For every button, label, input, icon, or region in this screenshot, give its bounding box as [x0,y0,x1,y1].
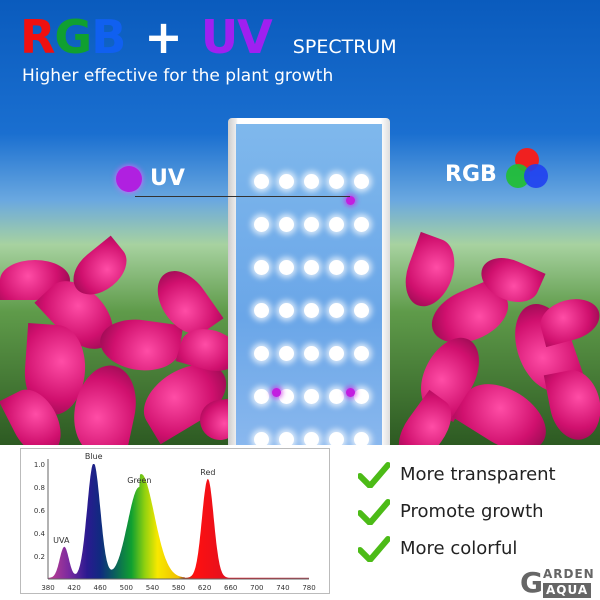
led-light [254,303,269,318]
headline-letter: R [20,10,55,64]
led-light [279,260,294,275]
y-tick-label: 0.4 [34,530,46,538]
peak-label: UVA [53,536,70,545]
rgb-circles-icon [506,148,548,188]
spectrum-chart: 380 420 460 500 540 580 620 660 700 740 780 0.2 0.4 0… [20,448,330,594]
x-tick-label: 380 [41,584,54,592]
x-tick-label: 660 [224,584,237,592]
headline: RGB + UV SPECTRUM [20,14,397,60]
x-tick-label: 620 [198,584,211,592]
feature-item: More colorful [358,530,556,567]
spectrum-area [48,464,309,579]
led-light [329,389,344,404]
led-light [254,260,269,275]
subtitle: Higher effective for the plant growth [22,66,334,86]
uv-dot-icon [116,166,142,192]
led-light [254,432,269,445]
led-light [304,389,319,404]
led-light [304,217,319,232]
headline-spectrum: SPECTRUM [292,36,397,58]
hero-image: RGB + UV SPECTRUM Higher effective for t… [0,0,600,445]
led-light [304,303,319,318]
led-light [279,389,294,404]
logo-bottom: AQUA [543,583,592,598]
feature-item: More transparent [358,456,556,493]
x-tick-label: 500 [120,584,133,592]
logo-top: ARDEN [543,567,595,581]
led-light [279,174,294,189]
uv-led [272,388,281,397]
led-light [329,346,344,361]
led-light [254,174,269,189]
plant-leaf [543,365,600,445]
led-light [354,432,369,445]
peak-label: Green [127,476,151,485]
led-light [254,217,269,232]
x-tick-label: 700 [250,584,263,592]
headline-plus: + [144,10,183,64]
led-light [304,260,319,275]
x-tick-label: 460 [94,584,107,592]
checkmark-icon [358,498,390,525]
y-tick-label: 0.2 [34,553,45,561]
led-light [279,432,294,445]
headline-letter: B [91,10,126,64]
x-tick-label: 580 [172,584,185,592]
led-light [279,217,294,232]
garden-aqua-logo: G ARDEN AQUA [520,567,598,599]
peak-label: Blue [85,452,103,461]
x-tick-label: 540 [146,584,159,592]
plant-leaf [535,292,600,348]
uv-label: UV [150,166,185,191]
led-light [304,346,319,361]
led-light [354,303,369,318]
feature-text: More colorful [400,538,518,559]
headline-rgb: RGB [20,10,126,64]
x-tick-label: 780 [302,584,315,592]
y-tick-label: 0.6 [34,507,46,515]
checkmark-icon [358,535,390,562]
led-light [254,389,269,404]
rgb-label: RGB [445,162,497,187]
uv-led [346,388,355,397]
y-tick-label: 0.8 [34,484,45,492]
led-light [304,432,319,445]
led-panel [236,124,382,445]
led-light [354,389,369,404]
led-light [329,303,344,318]
led-light [354,260,369,275]
feature-text: Promote growth [400,501,544,522]
x-tick-label: 420 [67,584,80,592]
checkmark-icon [358,461,390,488]
led-light [304,174,319,189]
led-light [329,260,344,275]
x-tick-label: 740 [276,584,289,592]
led-light [254,346,269,361]
led-light [279,303,294,318]
headline-uv: UV [200,10,273,64]
feature-text: More transparent [400,464,556,485]
led-light [279,346,294,361]
feature-item: Promote growth [358,493,556,530]
peak-label: Red [200,468,215,477]
y-tick-label: 1.0 [34,461,45,469]
led-light [354,346,369,361]
feature-list: More transparent Promote growth More col… [358,456,556,567]
logo-initial: G [520,566,543,599]
led-light [329,217,344,232]
headline-letter: G [54,10,92,64]
uv-led [346,196,355,205]
led-light [329,174,344,189]
led-light [354,174,369,189]
led-light-fixture [228,118,390,445]
led-light [354,217,369,232]
led-light [329,432,344,445]
uv-pointer-line [135,196,350,197]
